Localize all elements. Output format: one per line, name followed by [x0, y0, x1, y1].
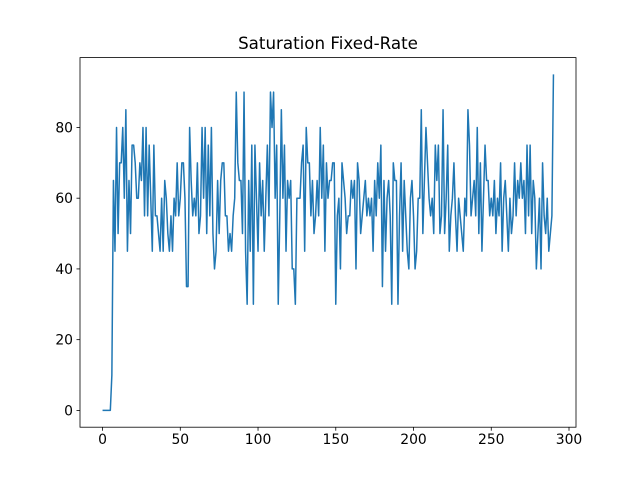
- x-tick-label: 150: [323, 432, 350, 448]
- x-tick-label: 200: [400, 432, 427, 448]
- x-tick-label: 300: [556, 432, 583, 448]
- y-tick-label: 80: [55, 120, 73, 136]
- plot-frame: [79, 57, 577, 428]
- data-line: [102, 74, 555, 412]
- x-tick-label: 250: [478, 432, 505, 448]
- y-tick-label: 20: [55, 333, 73, 349]
- y-tick-label: 40: [55, 262, 73, 278]
- x-tick-label: 0: [98, 432, 107, 448]
- y-tick-label: 0: [64, 403, 73, 419]
- x-tick-label: 100: [245, 432, 272, 448]
- chart-title: Saturation Fixed-Rate: [238, 33, 418, 53]
- y-tick-label: 60: [55, 191, 73, 207]
- x-tick-label: 50: [171, 432, 189, 448]
